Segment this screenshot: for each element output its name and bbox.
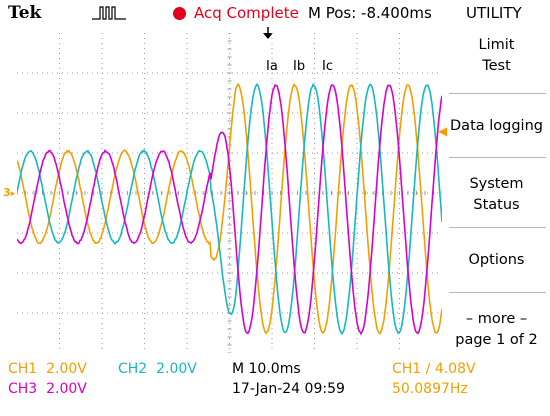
menu-item-system-status-line2: Status bbox=[443, 195, 550, 216]
waveform-label-ic: Ic bbox=[322, 59, 333, 74]
menu-item-limit-test-line2: Test bbox=[443, 56, 550, 77]
bottom-status-bar: CH1 2.00V CH3 2.00V CH2 2.00V M 10.0ms 1… bbox=[0, 356, 550, 416]
ch3-scale-readout[interactable]: CH3 2.00V bbox=[8, 381, 87, 397]
menu-item-system-status[interactable]: System Status bbox=[443, 174, 550, 216]
trigger-state-icon bbox=[92, 4, 126, 22]
top-status-bar: Tek Acq Complete M Pos: -8.400ms UTILITY bbox=[0, 0, 550, 26]
menu-item-data-logging-label: Data logging bbox=[443, 116, 550, 137]
menu-divider bbox=[449, 93, 546, 94]
waveform-display[interactable] bbox=[17, 33, 442, 353]
horizontal-position-readout: M Pos: -8.400ms bbox=[308, 4, 432, 22]
date-time-readout: 17-Jan-24 09:59 bbox=[232, 381, 345, 397]
side-menu: Limit Test Data logging System Status Op… bbox=[443, 27, 550, 353]
ch1-scale-readout[interactable]: CH1 2.00V bbox=[8, 361, 87, 377]
waveform-label-ia: Ia bbox=[266, 59, 278, 74]
menu-item-more-line1: – more – bbox=[443, 309, 550, 330]
menu-item-options[interactable]: Options bbox=[443, 250, 550, 271]
waveform-label-ib: Ib bbox=[293, 59, 305, 74]
menu-item-options-label: Options bbox=[443, 250, 550, 271]
acquisition-status: Acq Complete bbox=[194, 4, 299, 22]
frequency-readout: 50.0897Hz bbox=[392, 381, 468, 397]
menu-title: UTILITY bbox=[466, 4, 522, 22]
menu-item-data-logging[interactable]: Data logging bbox=[443, 116, 550, 137]
acquisition-status-icon bbox=[173, 7, 186, 20]
trigger-readout[interactable]: CH1 ∕ 4.08V bbox=[392, 361, 476, 377]
timebase-readout[interactable]: M 10.0ms bbox=[232, 361, 301, 377]
menu-divider bbox=[449, 292, 546, 293]
menu-divider bbox=[449, 227, 546, 228]
menu-item-more-line2: page 1 of 2 bbox=[443, 330, 550, 351]
menu-item-more[interactable]: – more – page 1 of 2 bbox=[443, 309, 550, 351]
ch2-scale-readout[interactable]: CH2 2.00V bbox=[118, 361, 197, 377]
menu-item-limit-test-line1: Limit bbox=[443, 35, 550, 56]
ch1-ground-marker: 3▸ bbox=[3, 186, 15, 199]
menu-item-limit-test[interactable]: Limit Test bbox=[443, 35, 550, 77]
menu-divider bbox=[449, 157, 546, 158]
menu-item-system-status-line1: System bbox=[443, 174, 550, 195]
brand-logo: Tek bbox=[8, 3, 41, 23]
